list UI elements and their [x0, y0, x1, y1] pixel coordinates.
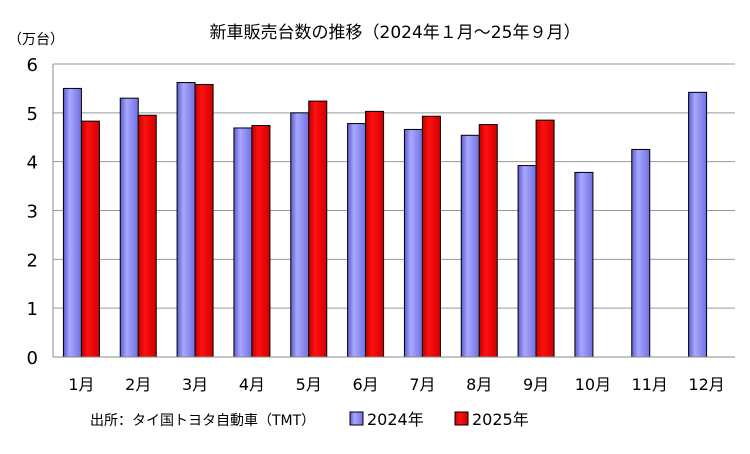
bar-2024-2	[119, 97, 139, 358]
x-tick-label: 7月	[409, 375, 435, 394]
bar-2025-5	[308, 100, 328, 358]
x-tick-label: 5月	[296, 375, 322, 394]
bar-2025-3	[194, 84, 214, 358]
x-tick-label: 12月	[688, 375, 724, 394]
x-tick-label: 8月	[466, 375, 492, 394]
x-tick-label: 1月	[68, 375, 94, 394]
legend-swatch-2025	[454, 411, 469, 426]
bar-2024-8	[460, 134, 480, 358]
x-tick-label: 4月	[239, 375, 265, 394]
bar-2024-11	[631, 148, 651, 358]
bar-2025-9	[535, 119, 555, 358]
bar-2025-6	[365, 110, 385, 358]
bar-2025-4	[251, 125, 271, 358]
bar-2024-9	[517, 165, 537, 358]
legend-label-2024: 2024年	[367, 410, 424, 429]
y-tick-label: 0	[27, 348, 38, 369]
y-tick-label: 2	[27, 250, 38, 271]
x-tick-label: 3月	[182, 375, 208, 394]
bar-2024-7	[403, 128, 423, 358]
x-tick-label: 10月	[575, 375, 611, 394]
x-tick-label: 2月	[125, 375, 151, 394]
x-tick-label: 6月	[352, 375, 378, 394]
bar-2025-8	[478, 124, 498, 358]
x-tick-label: 9月	[523, 375, 549, 394]
x-tick-label: 11月	[632, 375, 668, 394]
y-tick-label: 1	[27, 299, 38, 320]
bar-2025-2	[137, 114, 157, 358]
legend-label-2025: 2025年	[472, 410, 529, 429]
bar-2024-4	[233, 127, 253, 358]
bar-2024-6	[347, 123, 367, 358]
y-tick-label: 6	[27, 55, 38, 76]
bar-2024-5	[290, 112, 310, 358]
y-axis-label: （万台）	[8, 32, 64, 48]
bar-2025-1	[80, 120, 100, 358]
bar-2024-1	[62, 87, 82, 358]
source-note: 出所：タイ国トヨタ自動車（TMT）	[90, 412, 315, 429]
y-tick-label: 3	[27, 202, 38, 223]
bar-2025-7	[421, 115, 441, 358]
bar-2024-3	[176, 82, 196, 358]
y-tick-label: 5	[27, 104, 38, 125]
legend-swatch-2024	[349, 411, 364, 426]
y-tick-label: 4	[27, 153, 38, 174]
chart-title: 新車販売台数の推移（2024年１月～25年９月）	[210, 23, 581, 43]
bar-2024-12	[688, 91, 708, 358]
bar-2024-10	[574, 171, 594, 358]
